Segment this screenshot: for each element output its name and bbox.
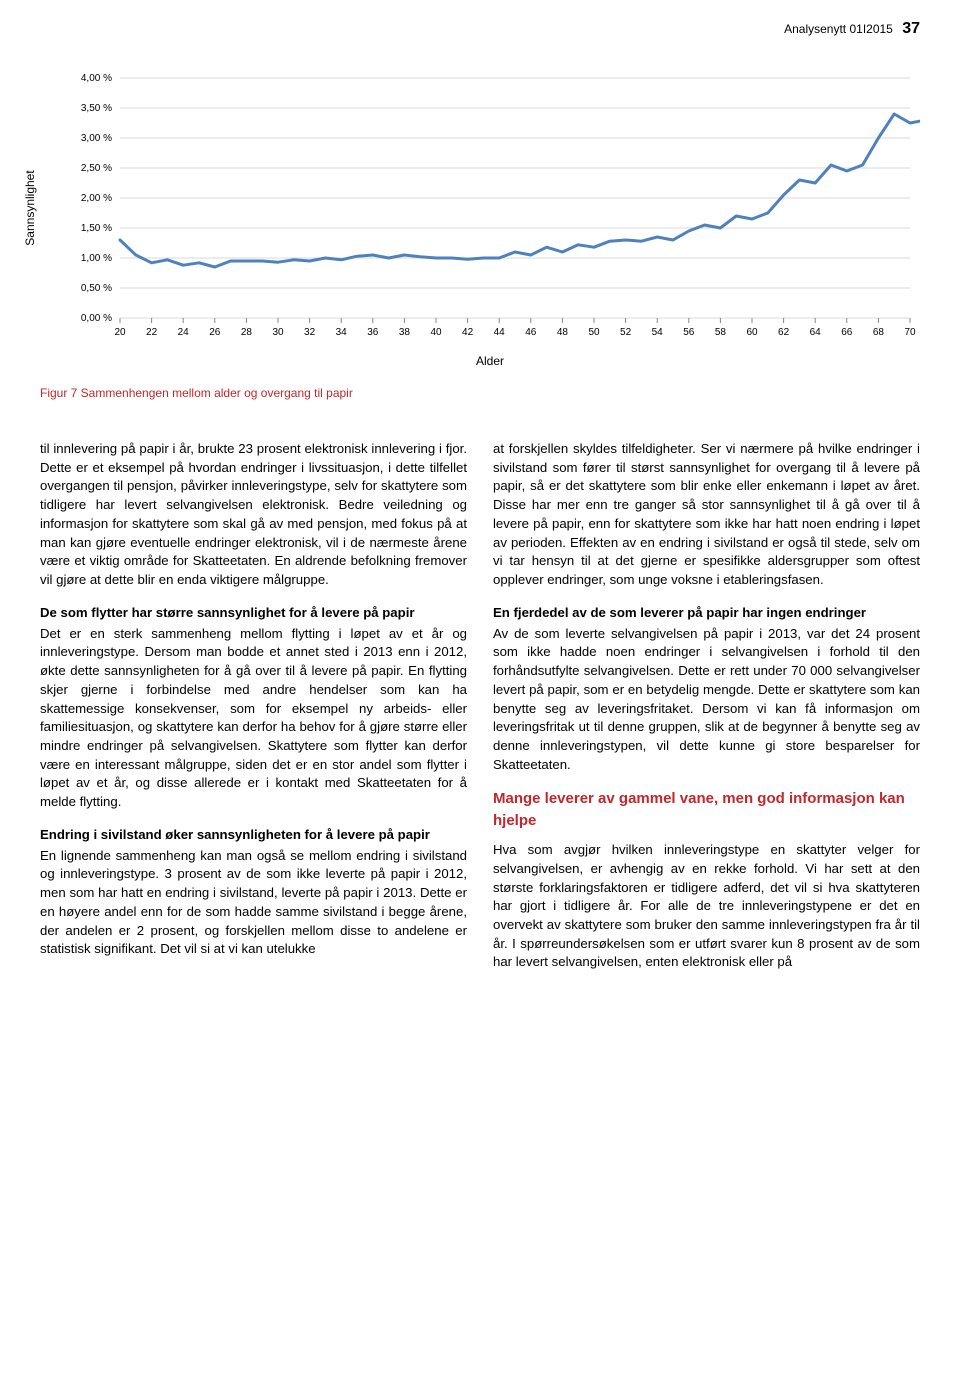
page-number: 37 — [902, 20, 920, 37]
svg-text:28: 28 — [241, 327, 253, 338]
body-paragraph: Av de som leverte selvangivelsen på papi… — [493, 625, 920, 775]
svg-text:1,50 %: 1,50 % — [81, 223, 112, 234]
body-paragraph: En lignende sammenheng kan man også se m… — [40, 847, 467, 959]
svg-text:3,00 %: 3,00 % — [81, 133, 112, 144]
body-paragraph: til innlevering på papir i år, brukte 23… — [40, 440, 467, 590]
subheading: Endring i sivilstand øker sannsynlighete… — [40, 826, 467, 845]
svg-text:26: 26 — [209, 327, 221, 338]
svg-text:44: 44 — [494, 327, 506, 338]
svg-text:24: 24 — [178, 327, 190, 338]
left-column: til innlevering på papir i år, brukte 23… — [40, 440, 467, 986]
svg-text:58: 58 — [715, 327, 727, 338]
subheading: De som flytter har større sannsynlighet … — [40, 604, 467, 623]
svg-text:52: 52 — [620, 327, 632, 338]
svg-text:48: 48 — [557, 327, 569, 338]
journal-name: Analysenytt 01I2015 — [784, 22, 893, 36]
right-column: at forskjellen skyldes tilfeldigheter. S… — [493, 440, 920, 986]
svg-text:34: 34 — [336, 327, 348, 338]
svg-text:36: 36 — [367, 327, 379, 338]
body-columns: til innlevering på papir i år, brukte 23… — [40, 440, 920, 986]
svg-text:60: 60 — [746, 327, 758, 338]
svg-text:3,50 %: 3,50 % — [81, 103, 112, 114]
svg-text:64: 64 — [810, 327, 822, 338]
svg-text:68: 68 — [873, 327, 885, 338]
figure-caption: Figur 7 Sammenhengen mellom alder og ove… — [40, 386, 920, 400]
body-paragraph: Hva som avgjør hvilken innleveringstype … — [493, 841, 920, 972]
subheading: En fjerdedel av de som leverer på papir … — [493, 604, 920, 623]
chart-region: Sannsynlighet 0,00 %0,50 %1,00 %1,50 %2,… — [40, 68, 920, 368]
svg-text:66: 66 — [841, 327, 853, 338]
svg-text:70: 70 — [904, 327, 916, 338]
svg-text:30: 30 — [272, 327, 284, 338]
body-paragraph: at forskjellen skyldes tilfeldigheter. S… — [493, 440, 920, 590]
svg-text:42: 42 — [462, 327, 474, 338]
svg-text:1,00 %: 1,00 % — [81, 253, 112, 264]
svg-text:40: 40 — [430, 327, 442, 338]
svg-text:56: 56 — [683, 327, 695, 338]
line-chart: 0,00 % 0,50 % 1,00 % 1,50 % 2,00 % 2,50 % 3,00… — [60, 68, 920, 348]
svg-text:46: 46 — [525, 327, 537, 338]
x-axis-title: Alder — [60, 354, 920, 368]
svg-text:20: 20 — [114, 327, 126, 338]
svg-text:50: 50 — [588, 327, 600, 338]
page-header: Analysenytt 01I2015 37 — [40, 20, 920, 38]
svg-text:54: 54 — [652, 327, 664, 338]
svg-text:62: 62 — [778, 327, 790, 338]
svg-text:0,00 %: 0,00 % — [81, 313, 112, 324]
section-heading: Mange leverer av gammel vane, men god in… — [493, 788, 920, 831]
svg-text:38: 38 — [399, 327, 411, 338]
svg-text:2,00 %: 2,00 % — [81, 193, 112, 204]
svg-text:2,50 %: 2,50 % — [81, 163, 112, 174]
svg-text:22: 22 — [146, 327, 158, 338]
svg-text:4,00 %: 4,00 % — [81, 73, 112, 84]
y-axis-title: Sannsynlighet — [23, 170, 37, 245]
svg-text:0,50 %: 0,50 % — [81, 283, 112, 294]
body-paragraph: Det er en sterk sammenheng mellom flytti… — [40, 625, 467, 812]
svg-text:32: 32 — [304, 327, 316, 338]
